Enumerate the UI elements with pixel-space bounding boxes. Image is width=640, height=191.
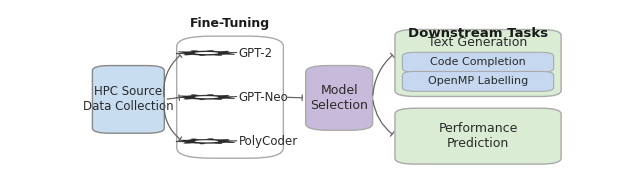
Polygon shape xyxy=(195,140,218,142)
FancyBboxPatch shape xyxy=(395,30,561,96)
FancyBboxPatch shape xyxy=(395,108,561,164)
Text: Performance
Prediction: Performance Prediction xyxy=(438,122,518,150)
FancyBboxPatch shape xyxy=(177,36,284,158)
Text: HPC Source
Data Collection: HPC Source Data Collection xyxy=(83,85,173,113)
Text: Text Generation: Text Generation xyxy=(428,36,527,49)
Text: Downstream Tasks: Downstream Tasks xyxy=(408,27,548,40)
Polygon shape xyxy=(176,50,237,56)
Text: Fine-Tuning: Fine-Tuning xyxy=(190,17,270,30)
Text: PolyCoder: PolyCoder xyxy=(239,135,298,148)
FancyBboxPatch shape xyxy=(306,66,372,130)
Text: Model
Selection: Model Selection xyxy=(310,84,368,112)
Polygon shape xyxy=(195,96,218,98)
FancyBboxPatch shape xyxy=(92,66,164,133)
Polygon shape xyxy=(195,52,218,54)
Text: OpenMP Labelling: OpenMP Labelling xyxy=(428,76,528,86)
Text: GPT-Neo: GPT-Neo xyxy=(239,91,289,104)
Text: Code Completion: Code Completion xyxy=(430,57,526,67)
Text: GPT-2: GPT-2 xyxy=(239,47,273,60)
Polygon shape xyxy=(176,139,237,144)
FancyBboxPatch shape xyxy=(403,52,554,72)
Polygon shape xyxy=(176,95,237,100)
FancyBboxPatch shape xyxy=(403,71,554,91)
